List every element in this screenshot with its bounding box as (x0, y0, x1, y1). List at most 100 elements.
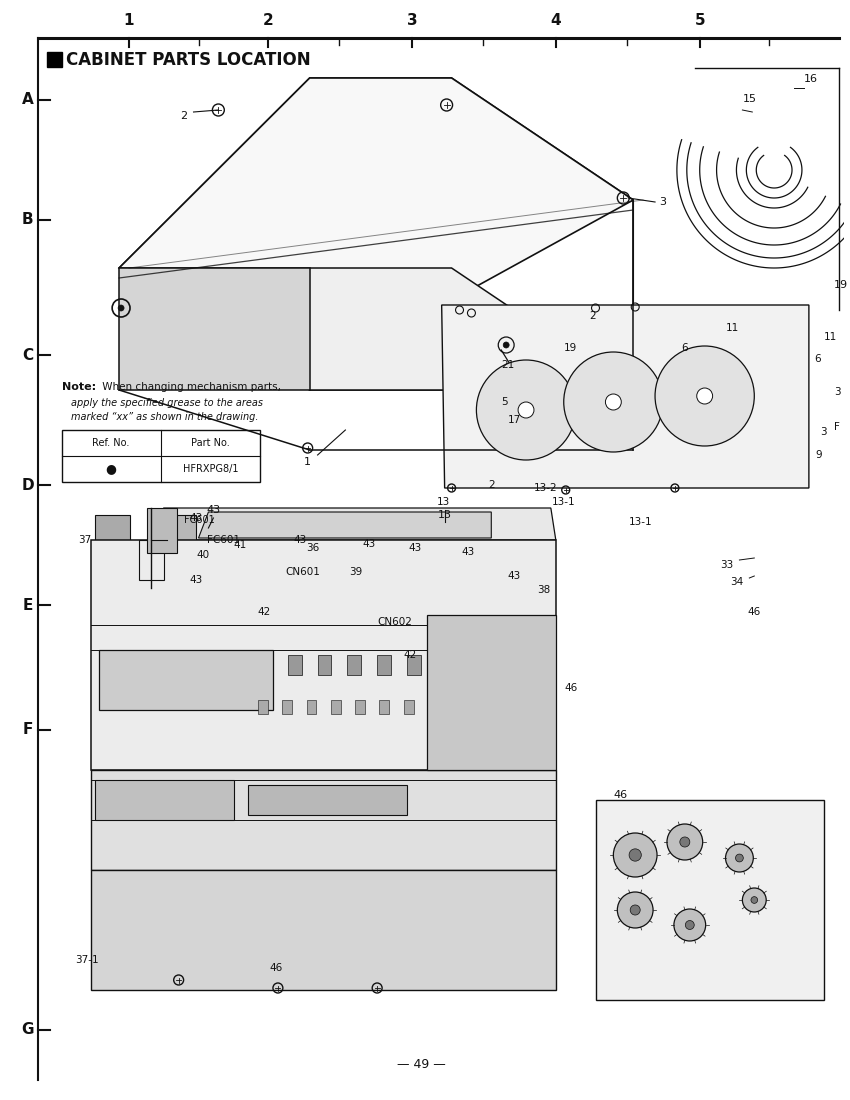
Polygon shape (442, 305, 809, 488)
Text: 1: 1 (124, 13, 134, 28)
Bar (99, 650, 273, 710)
Text: 15: 15 (742, 94, 756, 104)
Text: 13-1: 13-1 (628, 517, 652, 527)
Bar (355, 700, 365, 714)
Bar (331, 700, 341, 714)
Text: 2: 2 (180, 111, 187, 121)
Text: 36: 36 (306, 543, 320, 553)
Text: CABINET PARTS LOCATION: CABINET PARTS LOCATION (65, 51, 310, 69)
Text: HFRXPG8/1: HFRXPG8/1 (183, 464, 238, 474)
Text: CN602: CN602 (377, 617, 412, 627)
Circle shape (735, 854, 743, 862)
Bar (379, 700, 389, 714)
Text: A: A (22, 92, 34, 108)
Bar (596, 800, 824, 1000)
Bar (476, 700, 486, 714)
Text: Note:: Note: (61, 382, 96, 392)
Circle shape (617, 892, 653, 928)
Bar (147, 508, 177, 553)
Text: 6: 6 (813, 354, 820, 364)
Text: 19: 19 (834, 280, 847, 290)
Text: 39: 39 (348, 566, 362, 578)
Circle shape (503, 342, 509, 348)
Text: 42: 42 (403, 650, 416, 660)
Text: 43: 43 (190, 575, 203, 585)
Text: marked “xx” as shown in the drawing.: marked “xx” as shown in the drawing. (71, 412, 259, 422)
Bar (348, 654, 361, 675)
Text: 43: 43 (462, 547, 475, 557)
Circle shape (751, 896, 757, 903)
Text: 13-2: 13-2 (534, 483, 558, 493)
Text: 9: 9 (815, 450, 822, 460)
Bar (496, 654, 510, 675)
Text: 46: 46 (564, 683, 577, 693)
Bar (288, 654, 302, 675)
Text: 13-1: 13-1 (552, 497, 575, 507)
Bar (161, 515, 196, 540)
Polygon shape (91, 870, 556, 990)
Bar (437, 654, 451, 675)
Text: 2: 2 (263, 13, 274, 28)
Text: D: D (21, 477, 34, 493)
Bar (467, 654, 480, 675)
Text: 46: 46 (748, 607, 761, 617)
Bar (139, 540, 164, 580)
Bar (427, 615, 556, 770)
Text: apply the specified grease to the areas: apply the specified grease to the areas (71, 398, 264, 408)
Bar (248, 785, 407, 815)
Text: Part No.: Part No. (191, 438, 230, 448)
Circle shape (605, 394, 621, 410)
Text: When changing mechanism parts,: When changing mechanism parts, (99, 382, 281, 392)
Text: 43: 43 (408, 543, 422, 553)
Text: FC601: FC601 (184, 515, 214, 525)
Text: 5: 5 (694, 13, 705, 28)
Text: 43: 43 (207, 505, 220, 515)
Text: 19: 19 (564, 343, 577, 353)
Circle shape (674, 909, 706, 940)
Text: 37: 37 (77, 535, 91, 544)
Bar (428, 700, 438, 714)
Circle shape (726, 844, 753, 872)
Text: G: G (21, 1023, 34, 1037)
Bar (407, 654, 421, 675)
Text: 1: 1 (304, 456, 311, 468)
Bar (258, 700, 268, 714)
Text: 6: 6 (682, 343, 688, 353)
Bar (282, 700, 292, 714)
Polygon shape (119, 268, 309, 390)
Text: 3: 3 (660, 197, 666, 207)
Text: 43: 43 (507, 571, 521, 581)
Text: 16: 16 (804, 74, 818, 84)
Bar (377, 654, 391, 675)
Circle shape (667, 824, 703, 860)
Circle shape (685, 921, 694, 929)
Text: 5: 5 (501, 397, 507, 407)
Text: F: F (834, 422, 840, 432)
Text: 42: 42 (258, 607, 270, 617)
Bar (95, 515, 130, 543)
Text: 2: 2 (488, 480, 495, 490)
Text: 43: 43 (363, 539, 376, 549)
Circle shape (614, 833, 657, 877)
Text: 34: 34 (730, 578, 743, 587)
Circle shape (742, 888, 766, 912)
Circle shape (629, 849, 641, 861)
Polygon shape (119, 78, 633, 300)
Text: 46: 46 (614, 790, 627, 800)
Text: 3: 3 (406, 13, 417, 28)
Bar (95, 780, 235, 820)
Text: — 49 —: — 49 — (398, 1058, 446, 1071)
Text: E: E (23, 597, 33, 613)
Text: 38: 38 (537, 585, 551, 595)
Text: 4: 4 (551, 13, 561, 28)
Text: 46: 46 (269, 962, 282, 974)
Bar (452, 700, 462, 714)
Polygon shape (199, 512, 491, 538)
Circle shape (564, 352, 663, 452)
Text: 41: 41 (234, 540, 246, 550)
Polygon shape (149, 508, 556, 540)
Text: 40: 40 (197, 550, 210, 560)
Circle shape (697, 388, 712, 404)
Text: C: C (22, 348, 33, 363)
Text: B: B (22, 212, 34, 228)
